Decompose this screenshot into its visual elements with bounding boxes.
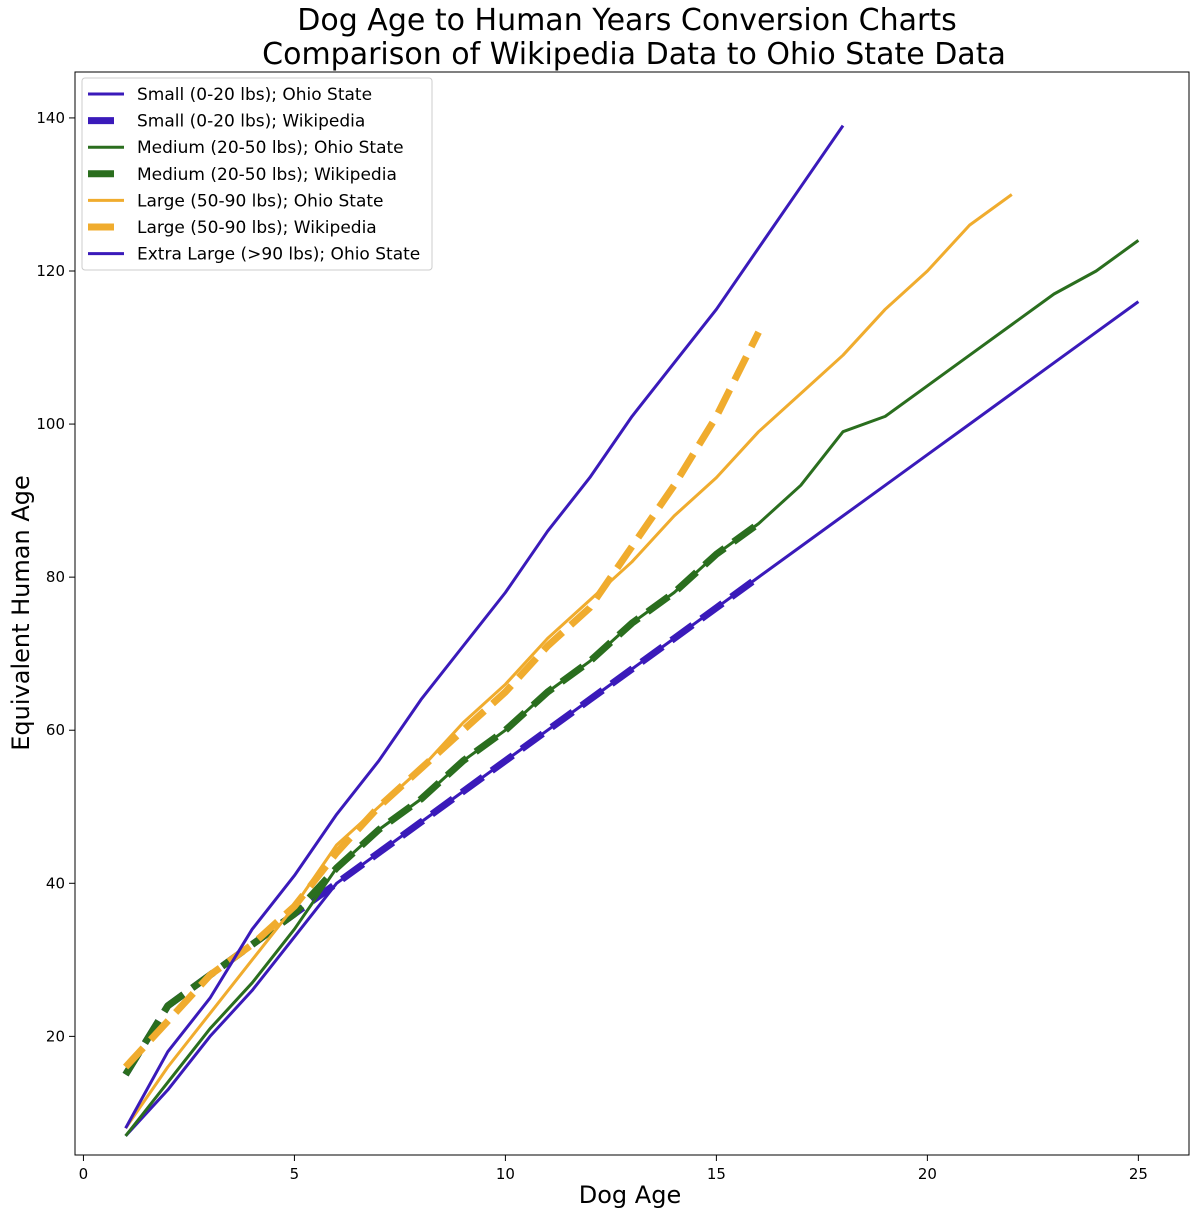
- legend-label: Large (50-90 lbs); Ohio State: [137, 191, 383, 211]
- x-axis-label: Dog Age: [579, 1181, 681, 1209]
- x-axis-ticks: 0 5 10 15 20 25: [79, 1155, 1148, 1183]
- y-tick-label: 100: [36, 415, 65, 433]
- x-tick-label: 15: [707, 1165, 726, 1183]
- series-line-6: [124, 124, 845, 1129]
- series-line-5: [123, 330, 762, 1070]
- x-tick-label: 5: [290, 1165, 300, 1183]
- y-tick-label: 140: [36, 109, 65, 127]
- y-tick-label: 120: [36, 262, 65, 280]
- legend-label: Small (0-20 lbs); Wikipedia: [137, 112, 365, 132]
- legend-label: Small (0-20 lbs); Ohio State: [137, 85, 372, 105]
- x-tick-label: 0: [79, 1165, 89, 1183]
- legend-label: Large (50-90 lbs); Wikipedia: [137, 218, 377, 238]
- legend-label: Medium (20-50 lbs); Wikipedia: [137, 165, 397, 185]
- series-line-4: [124, 193, 1013, 1130]
- y-tick-label: 20: [46, 1027, 65, 1045]
- y-tick-label: 80: [46, 568, 65, 586]
- y-axis-label: Equivalent Human Age: [7, 475, 35, 750]
- legend: Small (0-20 lbs); Ohio State Small (0-20 …: [81, 77, 433, 271]
- y-tick-label: 60: [46, 721, 65, 739]
- chart-title-line-2: Comparison of Wikipedia Data to Ohio Sta…: [262, 37, 1006, 72]
- y-axis-ticks: 20 40 60 80 100 120 140: [36, 109, 75, 1045]
- x-tick-label: 25: [1129, 1165, 1148, 1183]
- chart-title-line-1: Dog Age to Human Years Conversion Charts: [297, 3, 956, 38]
- series-lines: [122, 124, 1140, 1137]
- legend-box: [81, 77, 433, 271]
- legend-label: Extra Large (>90 lbs); Ohio State: [137, 245, 420, 265]
- x-tick-label: 10: [496, 1165, 515, 1183]
- y-tick-label: 40: [46, 874, 65, 892]
- legend-label: Medium (20-50 lbs); Ohio State: [137, 138, 404, 158]
- x-tick-label: 20: [918, 1165, 937, 1183]
